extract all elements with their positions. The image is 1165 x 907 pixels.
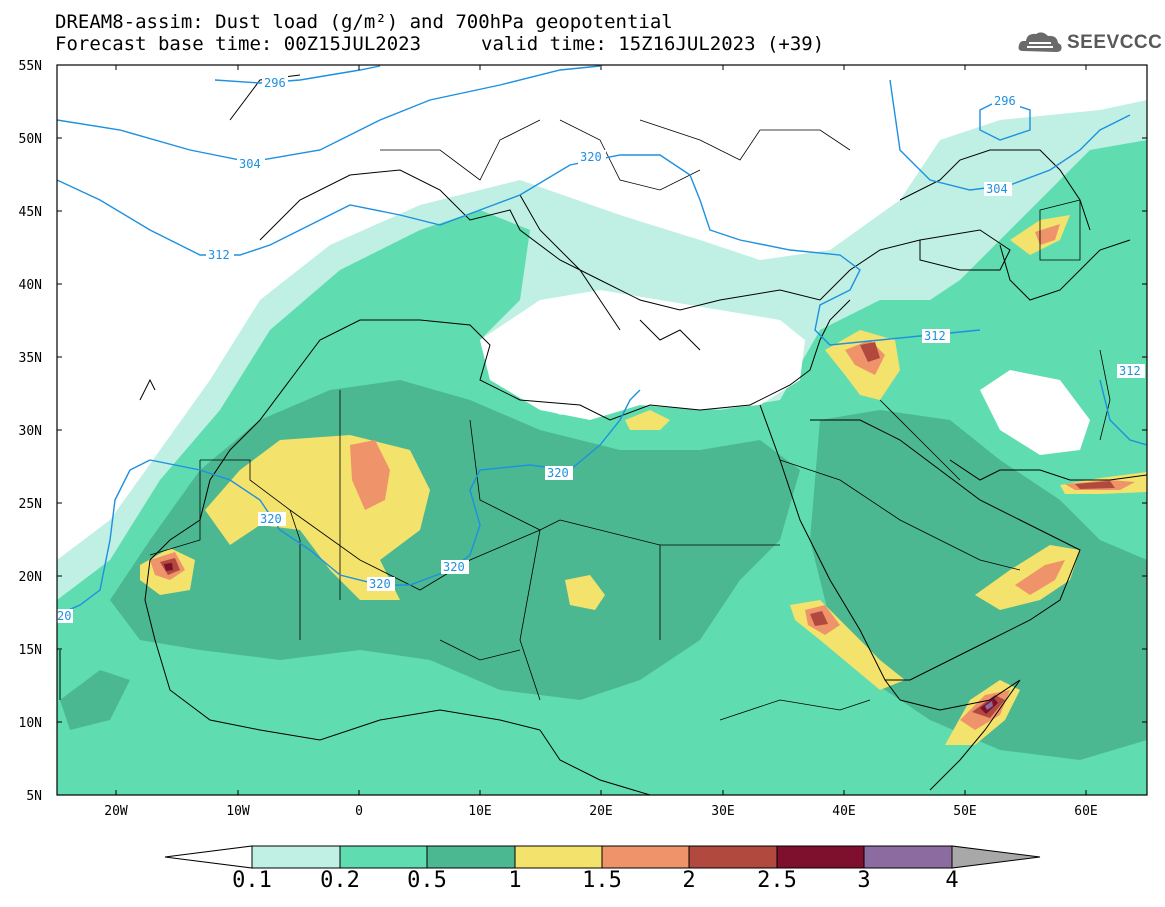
- colorbar-bin-0.2: [339, 845, 428, 869]
- lon-label: 50E: [953, 804, 976, 819]
- mediterranean-clear-area: [480, 290, 805, 420]
- colorbar-bin-0.5: [426, 845, 516, 869]
- longitude-axis: [115, 65, 1087, 795]
- lon-label: 30E: [711, 804, 734, 819]
- country-borders: [149, 119, 1111, 721]
- lon-label: 0: [355, 804, 363, 819]
- contour-label-304-east: 304: [986, 182, 1008, 196]
- contour-label-312-mideast: 312: [924, 329, 946, 343]
- dust-2-core-iraq: [860, 342, 880, 362]
- lat-label: 10N: [19, 716, 42, 731]
- contour-label-312-west: 312: [208, 248, 230, 262]
- lat-label: 55N: [19, 59, 42, 74]
- colorbar-bin-0.1: [251, 845, 341, 869]
- contour-label-296-east: 296: [994, 94, 1016, 108]
- dust-1-region-chad: [565, 575, 605, 610]
- colorbar-high-arrow: [951, 845, 1041, 869]
- colorbar-bin-1.5: [601, 845, 690, 869]
- lat-label: 50N: [19, 132, 42, 147]
- colorbar-bin-1: [514, 845, 603, 869]
- colorbar-bin-2.5: [776, 845, 865, 869]
- dust-1-region-libya: [625, 410, 670, 430]
- contour-label-320-niger: 320: [443, 560, 465, 574]
- colorbar-label: 2: [682, 868, 696, 893]
- contour-label-296-west: 296: [264, 76, 286, 90]
- seevccc-logo: SEEVCCC: [1017, 28, 1162, 58]
- colorbar-label: 3: [857, 868, 871, 893]
- dust-0.5-region-east: [60, 670, 130, 730]
- dust-4-core-somalia: [985, 701, 993, 710]
- dust-1.5-region-oman: [1015, 560, 1065, 595]
- contour-label-320-libya: 320: [547, 466, 569, 480]
- lat-label: 45N: [19, 205, 42, 220]
- map-title: DREAM8-assim: Dust load (g/m²) and 700hP…: [55, 11, 673, 33]
- dust-2.5-core-mauritania: [164, 563, 173, 571]
- gulf-clear-area: [980, 370, 1090, 455]
- contour-312-east: [1099, 379, 1147, 446]
- colorbar-label: 0.5: [407, 868, 447, 893]
- colorbar: [164, 845, 1041, 869]
- colorbar-bin-2: [688, 845, 778, 869]
- coastlines: [59, 74, 1147, 795]
- logo-text: SEEVCCC: [1067, 32, 1163, 53]
- contour-label-320-sahel: 320: [369, 577, 391, 591]
- contour-label-320-north: 320: [580, 150, 602, 164]
- latitude-axis: [57, 64, 1147, 796]
- dust-1.5-region-caspian: [1035, 224, 1060, 245]
- dust-2-core-iran: [1075, 481, 1115, 489]
- dust-1.5-region-algeria: [350, 440, 390, 510]
- latitude-labels: 55N 50N 45N 40N 35N 30N 25N 20N 15N 10N …: [19, 59, 42, 804]
- lat-label: 20N: [19, 570, 42, 585]
- contour-304-west: [57, 65, 601, 163]
- contour-312-west: [57, 154, 981, 346]
- contour-320-far-west: [57, 459, 151, 616]
- cloud-logo-icon: [1018, 32, 1062, 52]
- colorbar-label: 0.1: [232, 868, 272, 893]
- lon-label: 10W: [226, 804, 250, 819]
- dust-2-core-yemen: [810, 611, 828, 626]
- lat-label: 40N: [19, 278, 42, 293]
- dust-field: 296 296 304 304 312 312 312 320 320 320 …: [57, 65, 1147, 795]
- contour-labels: 296 296 304 304 312 312 312 320 320 320 …: [57, 76, 1145, 623]
- longitude-labels: 20W 10W 0 10E 20E 30E 40E 50E 60E: [104, 804, 1097, 819]
- contour-label-304-west: 304: [239, 157, 261, 171]
- lon-label: 60E: [1074, 804, 1097, 819]
- contour-296-west: [214, 65, 381, 84]
- lat-label: 30N: [19, 424, 42, 439]
- lat-label: 25N: [19, 497, 42, 512]
- lon-label: 20W: [104, 804, 128, 819]
- contour-label-312-east: 312: [1119, 364, 1141, 378]
- valid-time: valid time: 15Z16JUL2023 (+39): [481, 33, 825, 55]
- colorbar-label: 4: [945, 868, 959, 893]
- contour-label-320-west: 320: [260, 512, 282, 526]
- colorbar-label: 2.5: [757, 868, 797, 893]
- colorbar-label: 1: [508, 868, 522, 893]
- lon-label: 40E: [832, 804, 855, 819]
- lat-label: 35N: [19, 351, 42, 366]
- forecast-base-time: Forecast base time: 00Z15JUL2023: [55, 33, 422, 55]
- lat-label: 15N: [19, 643, 42, 658]
- colorbar-label: 0.2: [320, 868, 360, 893]
- colorbar-bin-3: [863, 845, 953, 869]
- colorbar-low-arrow: [164, 845, 253, 869]
- lon-label: 20E: [589, 804, 612, 819]
- contour-label-20: 20: [57, 609, 71, 623]
- lon-label: 10E: [468, 804, 491, 819]
- colorbar-label: 1.5: [582, 868, 622, 893]
- lat-label: 5N: [26, 789, 42, 804]
